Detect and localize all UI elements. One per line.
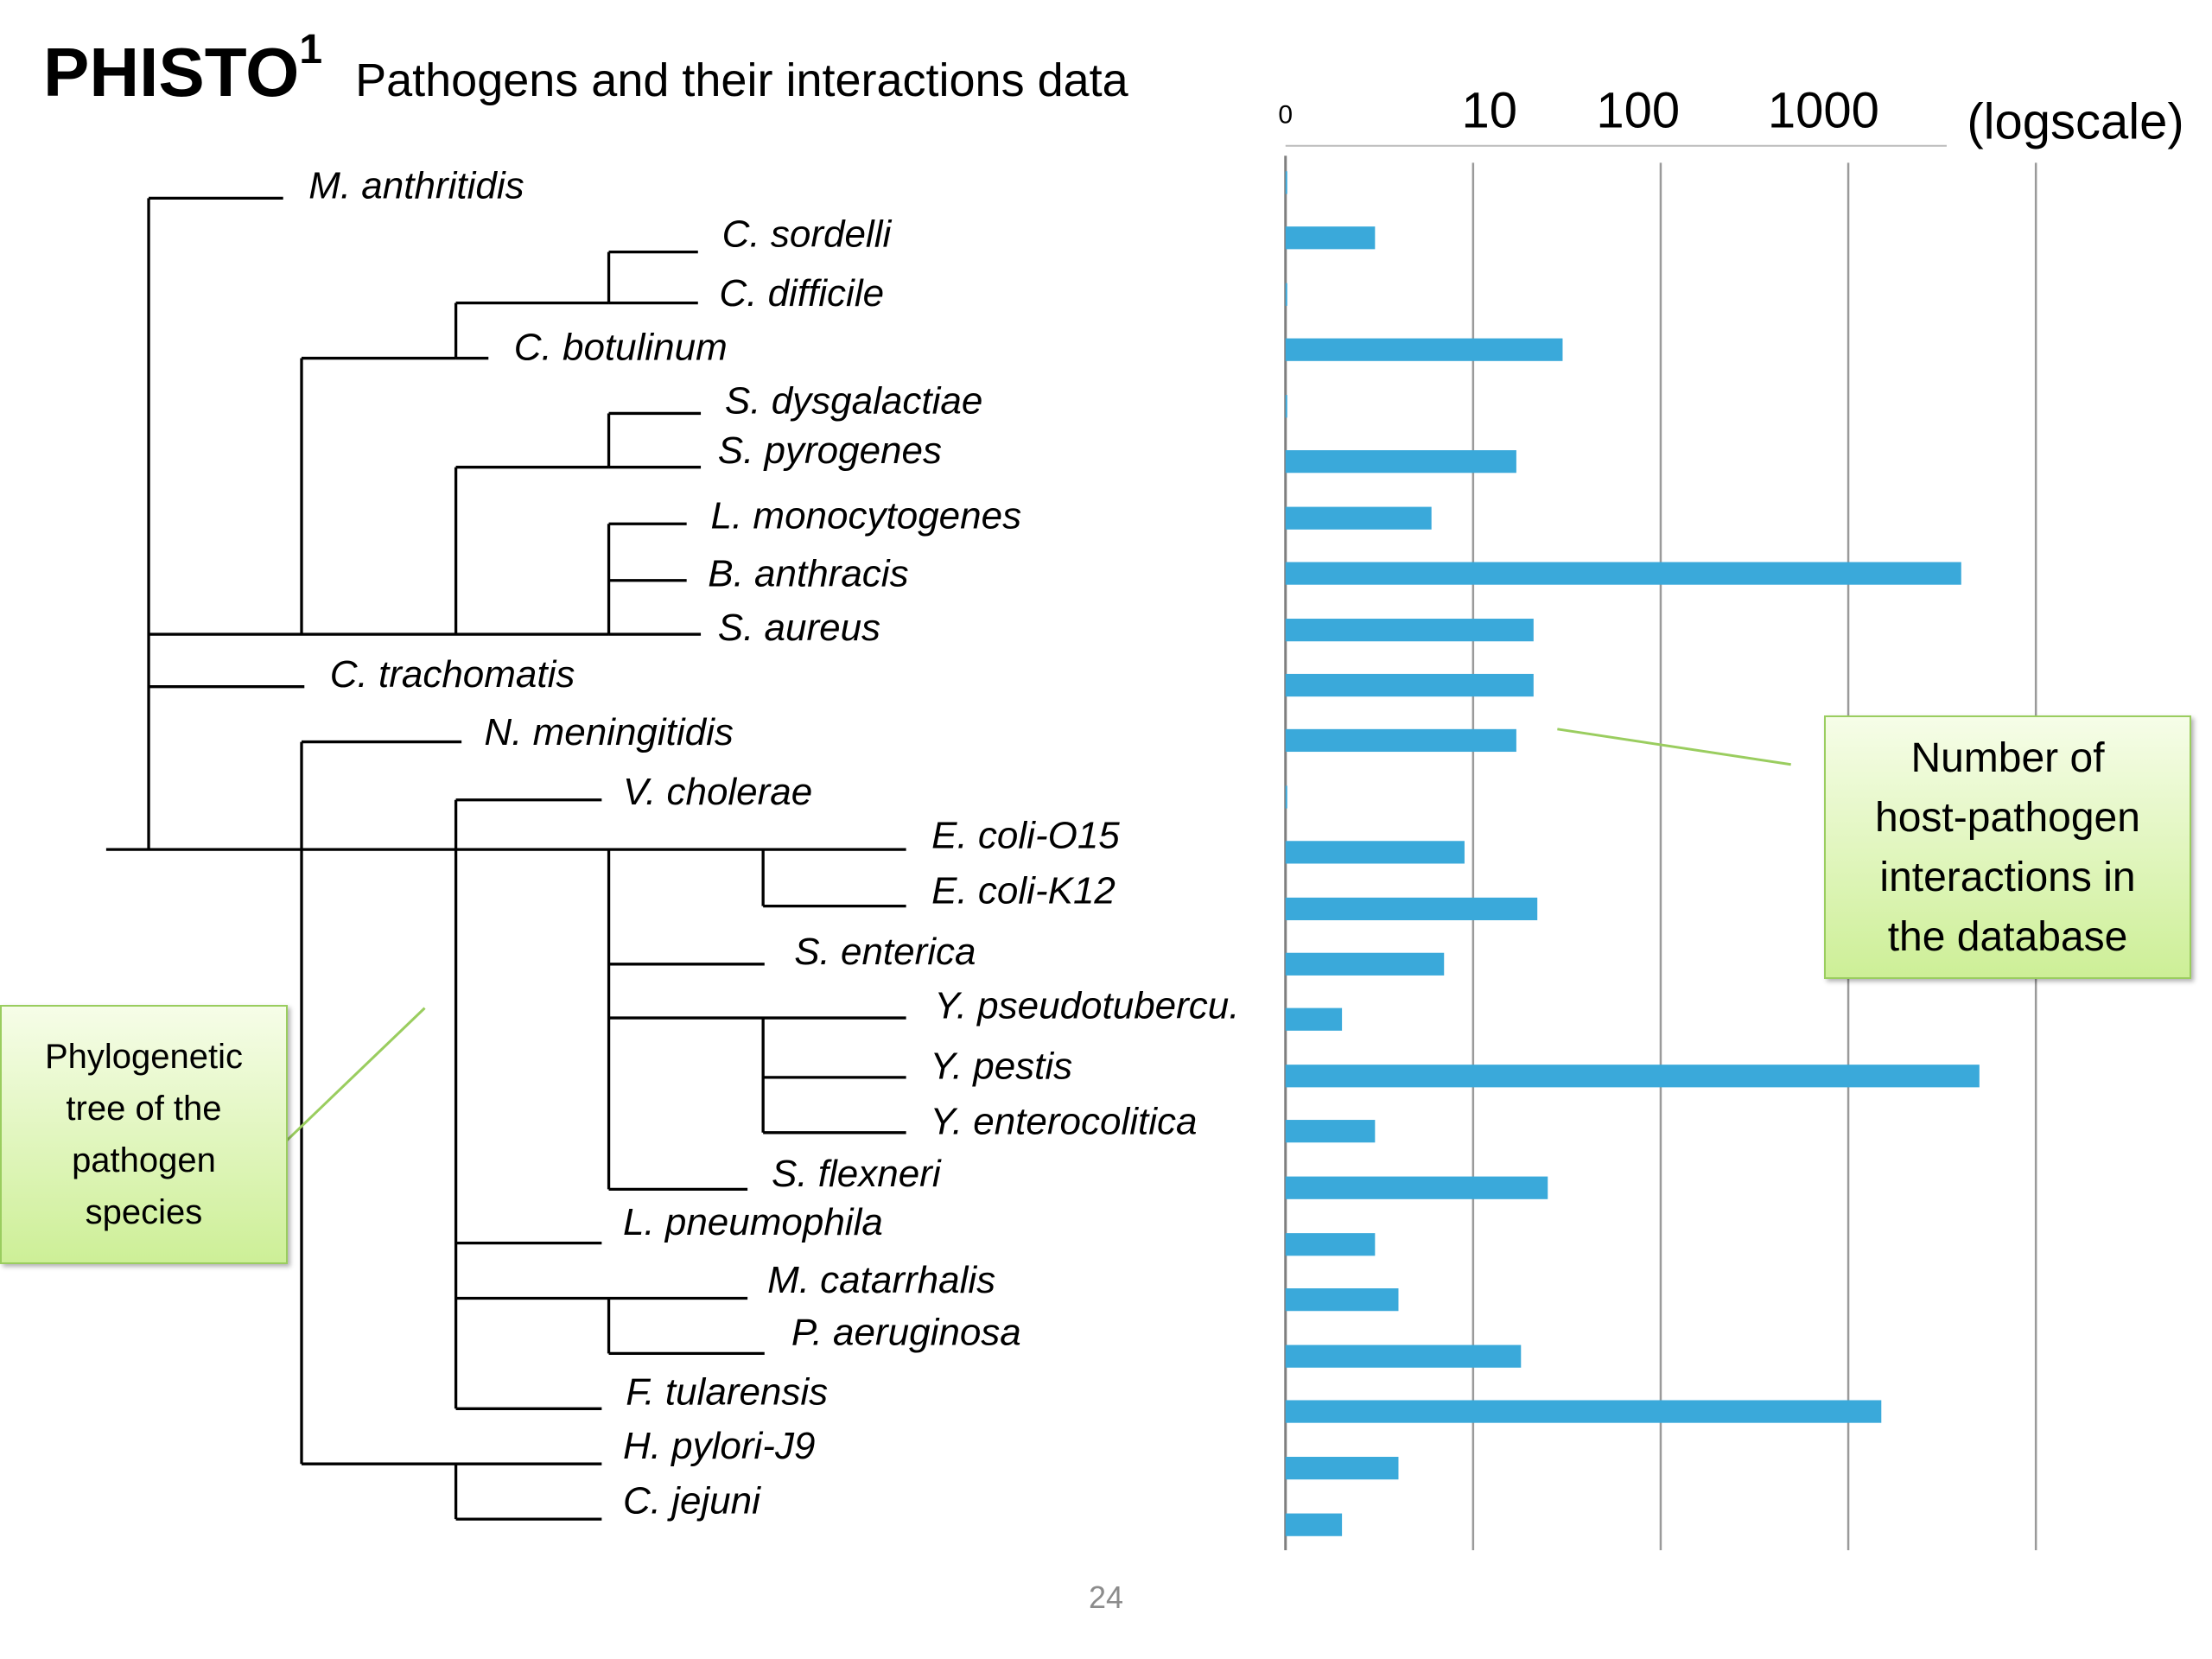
slide-number: 24 [1088,1580,1124,1615]
tree-leaf-label: M. anthritidis [308,165,524,207]
bar [1285,1344,1522,1368]
tree-leaf-label: C. botulinum [514,326,728,368]
tree-callout-box: Phylogenetic tree of the pathogen specie… [0,1005,288,1264]
bar [1285,1513,1343,1536]
bar [1285,897,1538,921]
tree-leaf-label: P. aeruginosa [791,1312,1021,1354]
slide-subtitle: Pathogens and their interactions data [355,54,1128,106]
bars-callout-connector [1557,728,1791,766]
bar [1285,952,1445,976]
bar [1285,338,1563,361]
slide-title: PHISTO [43,34,300,111]
tree-leaf-label: L. pneumophila [623,1201,883,1243]
tree-branches [105,196,906,1521]
tree-callout-connector [282,1007,426,1145]
x-tick-label: 10 [1461,82,1517,138]
x-tick-label: 0 [1278,101,1293,130]
tree-leaf-label: S. dysgalactiae [725,380,982,423]
bars-callout-text: Number of host-pathogen interactions in … [1875,734,2140,960]
tree-leaf-label: Y. pestis [930,1046,1072,1088]
bar [1285,785,1287,809]
tree-leaf-label: H. pylori-J9 [623,1425,816,1467]
tree-callout-text: Phylogenetic tree of the pathogen specie… [44,1038,244,1231]
bar [1285,1007,1343,1031]
bars-callout-box: Number of host-pathogen interactions in … [1824,715,2191,979]
tree-leaf-label: S. enterica [794,931,976,973]
tree-leaf-label: L. monocytogenes [711,494,1022,537]
bar [1285,506,1432,530]
bar [1285,1065,1980,1088]
x-axis-label: (logscale) [1967,94,2183,150]
bar [1285,619,1534,642]
bar [1285,673,1534,697]
bar [1285,1400,1882,1423]
bar [1285,728,1516,753]
x-tick-label: 1000 [1768,82,1879,138]
tree-leaf-label: Y. enterocolitica [930,1101,1197,1143]
tree-leaf-label: S. pyrogenes [718,429,942,472]
tree-leaf-label: C. difficile [719,272,884,315]
bar [1285,841,1465,864]
tree-leaf-label: V. cholerae [623,771,812,813]
tree-leaf-label: F. tularensis [626,1371,828,1414]
tree-leaf-label: M. catarrhalis [767,1259,995,1301]
tree-leaf-label: S. aureus [718,607,880,649]
tree-leaf-label: N. meningitidis [484,711,734,753]
tree-leaf-label: S. flexneri [772,1153,942,1195]
bar [1285,1457,1399,1480]
tree-leaf-label: E. coli-K12 [931,870,1116,912]
bar [1285,226,1376,250]
bar [1285,1176,1548,1199]
title-footnote-marker: 1 [299,27,323,73]
bar [1285,562,1961,585]
bar [1285,1233,1376,1256]
bar [1285,171,1287,194]
tree-leaf-label: C. trachomatis [330,653,575,696]
bar [1285,1120,1376,1143]
x-tick-label: 100 [1596,82,1680,138]
bar [1285,450,1516,474]
bar [1285,283,1287,306]
tree-leaf-label: Y. pseudotubercu. [934,984,1239,1027]
tree-leaf-label: C. sordelli [722,213,893,255]
tree-leaf-label: C. jejuni [623,1480,761,1522]
tree-leaf-label: B. anthracis [708,553,908,595]
bar [1285,395,1287,418]
slide-title-block: PHISTO1 Pathogens and their interactions … [43,26,1128,112]
tree-leaf-label: E. coli-O15 [931,815,1120,857]
bar [1285,1288,1399,1312]
